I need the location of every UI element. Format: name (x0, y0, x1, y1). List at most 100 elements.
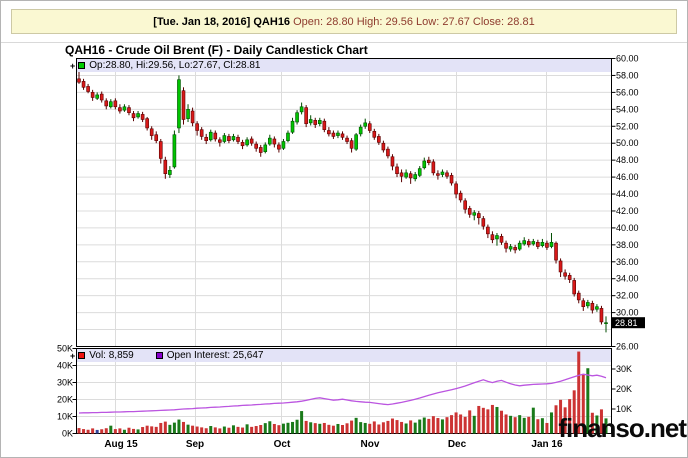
volume-bar (272, 423, 276, 434)
candle (599, 305, 604, 325)
svg-text:26.00: 26.00 (616, 342, 639, 352)
candle (304, 105, 308, 128)
candle (508, 244, 513, 252)
volume-bar (281, 423, 285, 434)
volume-bar (568, 399, 572, 434)
candle (358, 124, 363, 137)
volume-bar (559, 399, 563, 434)
candle (472, 210, 477, 221)
candle (113, 98, 118, 110)
volume-bar (563, 407, 567, 434)
volume-bar (436, 418, 440, 434)
candle (517, 240, 522, 251)
candle (140, 111, 145, 123)
open-interest-legend-text: Open Interest: 25,647 (166, 350, 264, 361)
volume-bar (95, 429, 99, 434)
candle (90, 89, 95, 101)
candle (286, 130, 290, 143)
volume-legend-text: Vol: 8,859 (89, 350, 134, 361)
volume-bar (177, 419, 181, 434)
volume-bar (127, 427, 131, 434)
candle (486, 224, 490, 239)
candle (436, 170, 440, 180)
svg-text:44.00: 44.00 (616, 189, 639, 199)
volume-bar (82, 429, 86, 434)
volume-bar (186, 424, 190, 434)
candle (240, 139, 245, 150)
volume-bar (599, 409, 603, 434)
volume-bar (604, 418, 608, 434)
volume-bar (513, 417, 517, 434)
volume-bar (527, 416, 531, 434)
candle (249, 136, 254, 146)
x-axis-labels: Aug 15 Sep Oct Nov Dec Jan 16 (104, 439, 563, 450)
volume-bar (549, 412, 553, 434)
volume-axis-right: 10K 20K 30K (611, 364, 632, 414)
open-interest-marker-icon (155, 352, 163, 359)
candle (386, 146, 390, 159)
candle (576, 290, 581, 304)
svg-text:52.00: 52.00 (616, 121, 639, 131)
candle (404, 169, 408, 179)
candle (417, 166, 422, 178)
volume-bar (368, 423, 372, 434)
volume-bar (113, 429, 117, 434)
candle (540, 238, 545, 248)
volume-series-marker-icon (78, 352, 86, 359)
svg-text:40K: 40K (57, 361, 73, 371)
candle (581, 298, 586, 311)
svg-text:32.00: 32.00 (616, 291, 639, 301)
candle (595, 304, 599, 312)
volume-bar (254, 426, 258, 434)
candle (463, 198, 467, 214)
quote-header: [Tue. Jan 18, 2016] QAH16 Open: 28.80 Hi… (11, 9, 677, 34)
candle (345, 135, 349, 145)
candle (322, 118, 327, 133)
candle (163, 156, 168, 179)
candle (526, 238, 531, 248)
candle (145, 116, 149, 131)
header-divider (1, 42, 687, 43)
svg-text:46.00: 46.00 (616, 172, 639, 182)
volume-bar (431, 416, 435, 434)
volume-bar (495, 406, 499, 434)
open-interest-line (78, 373, 607, 414)
volume-bar (141, 427, 145, 434)
candle (408, 171, 413, 184)
svg-text:56.00: 56.00 (616, 87, 639, 97)
candle (427, 156, 431, 166)
volume-bar (86, 429, 90, 434)
candle (395, 163, 399, 178)
volume-bar (218, 428, 222, 434)
candle (563, 269, 567, 280)
candle (572, 277, 576, 297)
candle (77, 72, 81, 84)
candle (236, 134, 240, 145)
volume-bar (345, 423, 349, 434)
candle (213, 130, 218, 142)
candle (381, 140, 386, 153)
candle (290, 117, 295, 134)
svg-text:36.00: 36.00 (616, 257, 639, 267)
volume-bar (172, 422, 176, 434)
volume-bar (413, 422, 417, 434)
svg-text:28.81: 28.81 (615, 318, 638, 328)
candle (586, 299, 590, 309)
volume-bar (454, 412, 458, 434)
volume-bar (163, 421, 167, 434)
volume-bar (500, 410, 504, 434)
volume-bar (109, 425, 113, 434)
volume-bar (231, 425, 235, 434)
candle (186, 104, 190, 123)
volume-bar (531, 407, 535, 434)
candle (131, 111, 136, 122)
candle (127, 105, 131, 116)
svg-text:50K: 50K (57, 344, 73, 354)
volume-bar (277, 425, 281, 434)
volume-bar (195, 426, 199, 434)
volume-bar (540, 418, 544, 434)
candle (545, 240, 549, 250)
price-legend-strip (77, 59, 611, 72)
svg-text:Jan 16: Jan 16 (531, 439, 563, 450)
